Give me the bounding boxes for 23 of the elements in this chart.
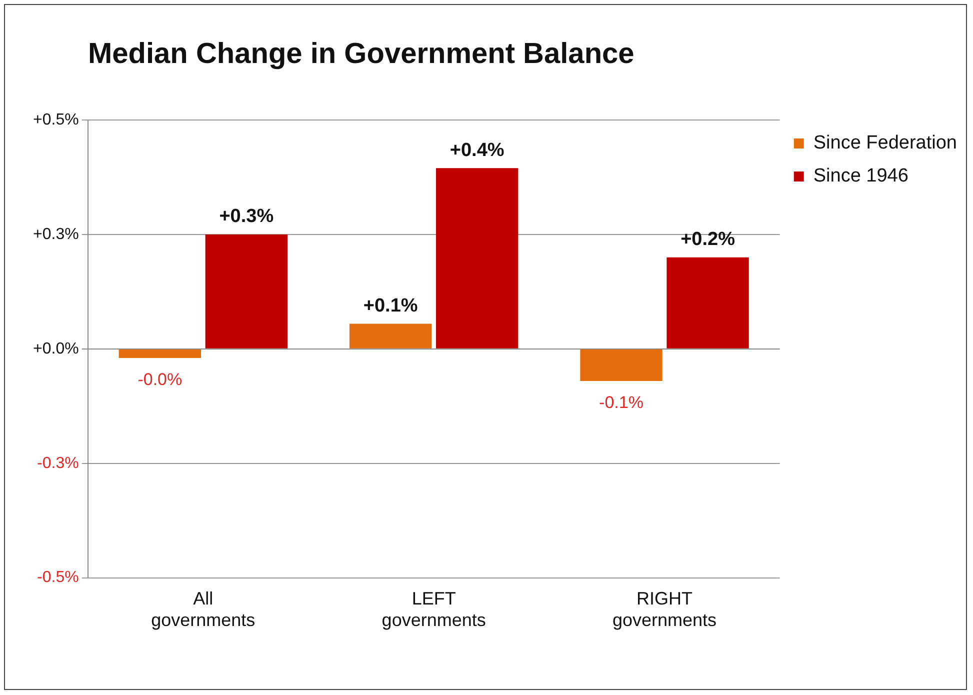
x-tick-label: LEFT governments — [382, 588, 486, 630]
x-tick-label: All governments — [151, 588, 256, 630]
y-tick-label: -0.3% — [37, 454, 79, 472]
bar — [349, 324, 432, 348]
legend-label: Since 1946 — [813, 166, 908, 187]
y-tick-label: -0.5% — [37, 569, 79, 586]
y-tick-label: +0.3% — [33, 226, 79, 243]
data-label: +0.3% — [219, 206, 274, 228]
chart-title: Median Change in Government Balance — [88, 38, 634, 71]
data-label: +0.1% — [363, 295, 418, 316]
y-tick-label: +0.5% — [33, 111, 79, 128]
data-label: +0.4% — [450, 140, 504, 161]
x-tick-label: RIGHT governments — [612, 588, 717, 630]
bar — [118, 349, 201, 358]
bar — [436, 168, 518, 348]
legend-label: Since Federation — [813, 132, 958, 154]
bar — [666, 257, 749, 348]
bar — [580, 349, 662, 381]
data-label: +0.2% — [680, 229, 736, 250]
bar — [205, 234, 288, 348]
data-label: -0.1% — [599, 393, 644, 412]
data-label: -0.0% — [138, 370, 182, 390]
y-tick-label: +0.0% — [33, 340, 79, 358]
